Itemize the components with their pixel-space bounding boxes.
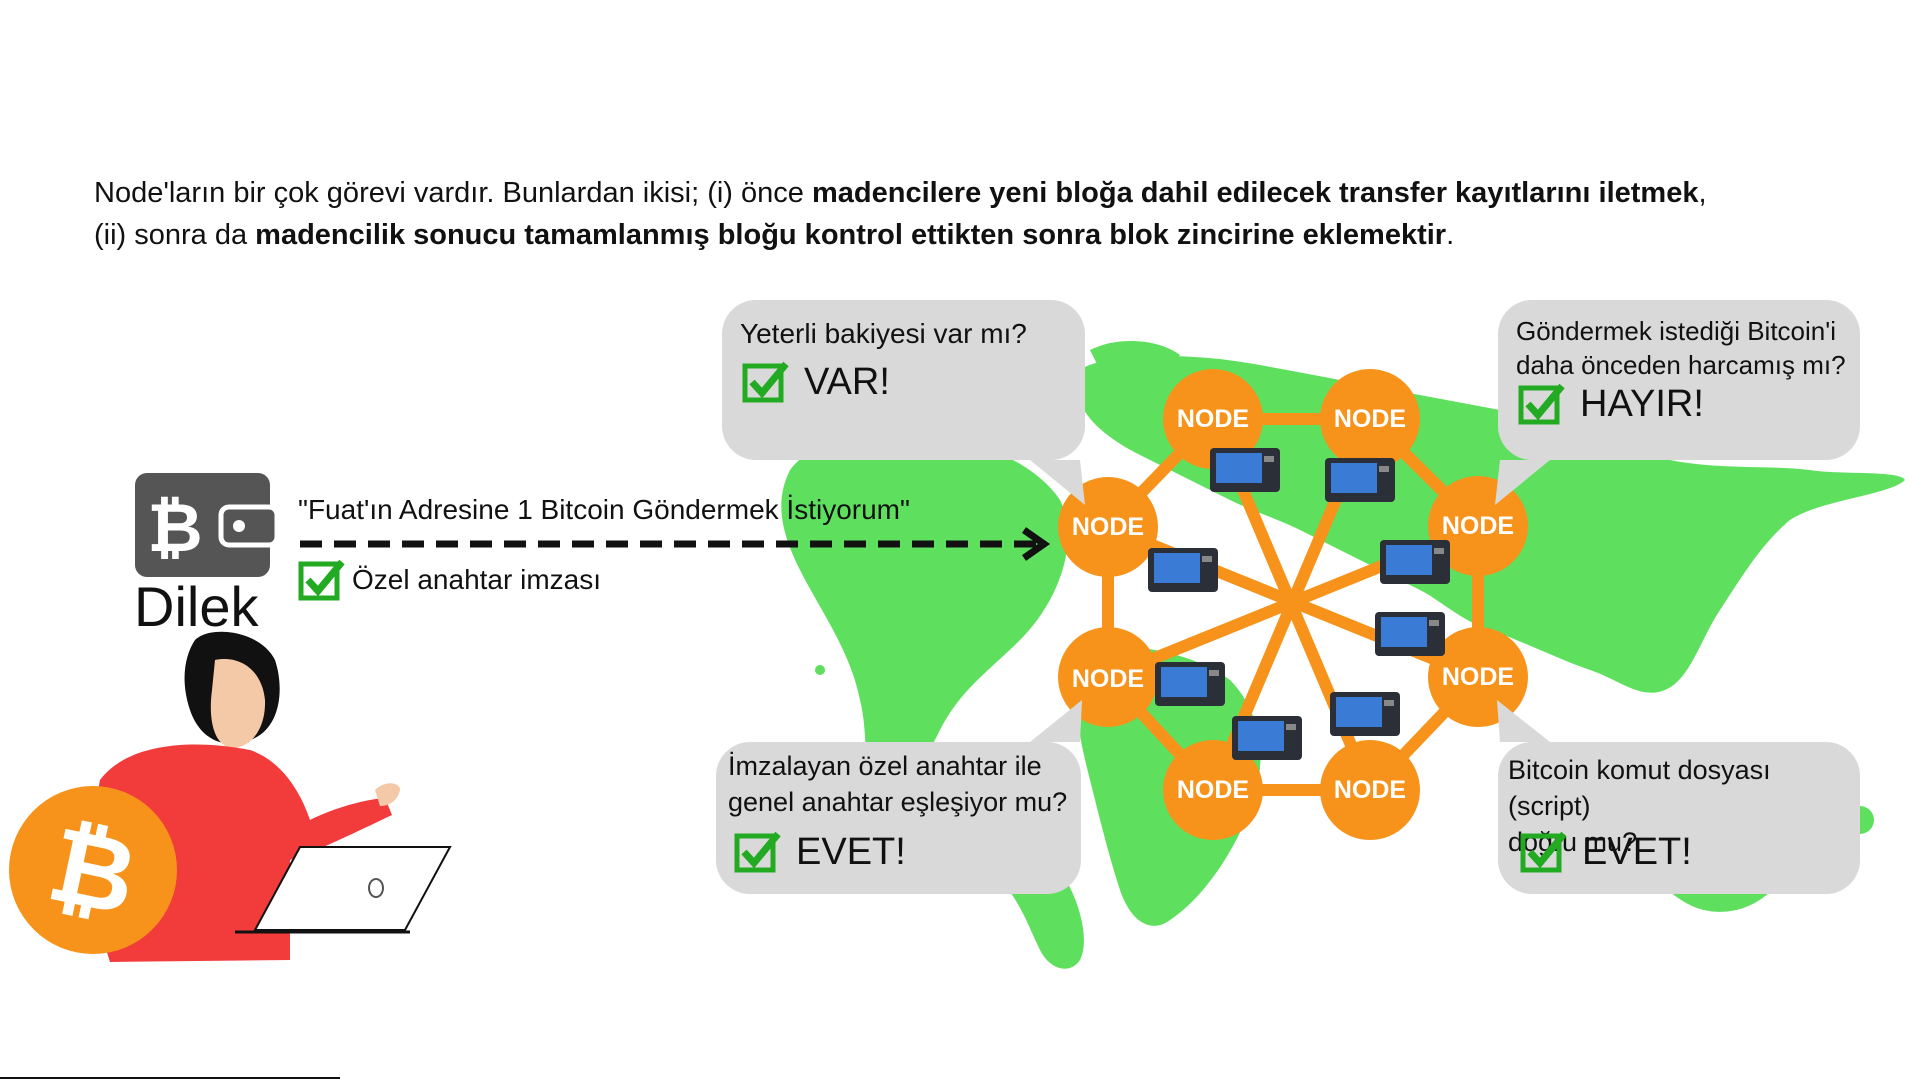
bubble-question-line: İmzalayan özel anahtar ile [728, 751, 1042, 781]
miner-device-icon [1330, 692, 1400, 736]
bubble-question: Yeterli bakiyesi var mı? [740, 318, 1027, 349]
node-label: NODE [1176, 405, 1250, 433]
intro-bold-2: madencilik sonucu tamamlanmış bloğu kont… [255, 219, 1447, 251]
node-circle [1428, 476, 1528, 576]
bubble-answer: VAR! [804, 360, 890, 403]
bubble-question-line: Bitcoin komut dosyası (script) [1508, 755, 1771, 821]
wallet-bitcoin-icon: ₿ [135, 473, 280, 577]
node-label: NODE [1441, 663, 1515, 691]
bubble-answer-row: EVET! [734, 830, 906, 874]
node-label: NODE [1176, 776, 1250, 804]
check-bubble-script: Bitcoin komut dosyası (script) doğru mu?… [1498, 742, 1860, 894]
intro-text-4: . [1446, 219, 1455, 251]
bubble-question-line: daha önceden harcamış mı? [1516, 350, 1846, 380]
bubble-question-line: Göndermek istediği Bitcoin'i [1516, 316, 1836, 346]
dashed-arrow [300, 527, 1051, 561]
node-circle [1320, 740, 1420, 840]
bubble-question: Bitcoin komut dosyası (script) doğru mu? [1508, 752, 1860, 860]
miner-device-icon [1148, 548, 1218, 592]
miner-device-icon [1210, 448, 1280, 492]
miner-devices [1148, 448, 1450, 760]
intro-bold-1: madencilere yeni bloğa dahil edilecek tr… [811, 177, 1699, 209]
node-label: NODE [1071, 513, 1145, 541]
node-circle [1163, 740, 1263, 840]
bubble-question-line: genel anahtar eşleşiyor mu? [728, 787, 1068, 817]
checkmark-icon [734, 831, 781, 873]
check-bubble-signature: İmzalayan özel anahtar ile genel anahtar… [716, 742, 1081, 894]
intro-text-2: , [1698, 177, 1707, 209]
miner-device-icon [1232, 716, 1302, 760]
bubble-answer: HAYIR! [1580, 382, 1704, 425]
miner-device-icon [1375, 612, 1445, 656]
laptop-icon [235, 846, 452, 934]
sender-name: Dilek [134, 575, 259, 638]
check-bubble-balance: Yeterli bakiyesi var mı? VAR! [722, 300, 1085, 460]
node-label: NODE [1071, 665, 1145, 693]
miner-device-icon [1155, 662, 1225, 706]
node-circle [1058, 627, 1158, 727]
bubble-answer-row: EVET! [1520, 830, 1692, 874]
intro-paragraph: Node'ların bir çok görevi vardır. Bunlar… [94, 172, 1854, 256]
node-label: NODE [1333, 405, 1407, 433]
checkmark-icon [298, 559, 345, 601]
miner-device-icon [1325, 458, 1395, 502]
signature-row: Özel anahtar imzası [298, 558, 601, 602]
signature-label: Özel anahtar imzası [352, 564, 601, 595]
transfer-message: "Fuat'ın Adresine 1 Bitcoin Göndermek İs… [298, 494, 910, 525]
bubble-answer: EVET! [796, 830, 906, 873]
intro-text-1: Node'ların bir çok görevi vardır. Bunlar… [94, 177, 812, 209]
bubble-answer: EVET! [1582, 830, 1692, 873]
checkmark-icon [742, 361, 789, 403]
bitcoin-coin-icon: ₿ [9, 786, 177, 954]
bubble-answer-row: HAYIR! [1518, 382, 1704, 426]
bubble-question: İmzalayan özel anahtar ile genel anahtar… [728, 748, 1067, 820]
check-bubble-double-spend: Göndermek istediği Bitcoin'i daha öncede… [1498, 300, 1860, 460]
node-label: NODE [1441, 512, 1515, 540]
node-circle [1163, 369, 1263, 469]
bubble-question-line: doğru mu? [1508, 827, 1638, 857]
miner-device-icon [1380, 540, 1450, 584]
bubble-answer-row: VAR! [742, 360, 890, 404]
checkmark-icon [1518, 383, 1565, 425]
node-circle [1320, 369, 1420, 469]
node-circle [1428, 627, 1528, 727]
intro-text-3: (ii) sonra da [94, 219, 256, 251]
svg-text:₿: ₿ [147, 490, 202, 566]
bubble-question: Göndermek istediği Bitcoin'i daha öncede… [1516, 314, 1846, 382]
bubble-tails [1030, 460, 1550, 742]
node-label: NODE [1333, 776, 1407, 804]
checkmark-icon [1520, 831, 1567, 873]
